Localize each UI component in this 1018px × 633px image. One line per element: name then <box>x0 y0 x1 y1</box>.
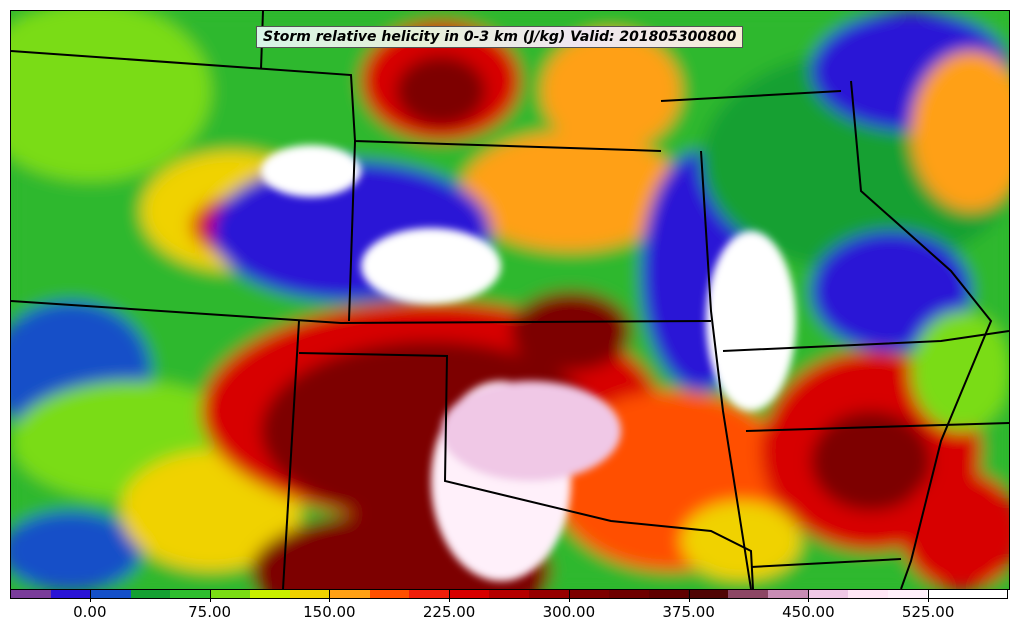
colorbar-segment <box>927 590 968 598</box>
colorbar-segment <box>449 590 490 598</box>
colorbar-segment <box>688 590 729 598</box>
colorbar-tick <box>568 589 570 602</box>
colorbar-segment <box>210 590 251 598</box>
colorbar <box>10 589 1008 599</box>
colorbar-tick <box>89 589 91 602</box>
colorbar-tick-label: 150.00 <box>303 603 356 621</box>
colorbar-segment <box>489 590 529 598</box>
colorbar-tick-label: 75.00 <box>188 603 232 621</box>
colorbar-segment <box>329 590 370 598</box>
colorbar-tick <box>329 589 331 602</box>
colorbar-tick-label: 225.00 <box>422 603 476 621</box>
colorbar-segment <box>528 590 569 598</box>
colorbar-tick <box>209 589 211 602</box>
colorbar-segment <box>807 590 848 598</box>
colorbar-tick <box>688 589 690 602</box>
colorbar-segment <box>369 590 410 598</box>
map-title: Storm relative helicity in 0-3 km (J/kg)… <box>256 26 744 48</box>
colorbar-segment <box>11 590 51 598</box>
state-boundaries <box>11 11 1009 589</box>
colorbar-segment <box>130 590 171 598</box>
colorbar-tick-label: 300.00 <box>542 603 596 621</box>
colorbar-segment <box>847 590 888 598</box>
helicity-maxima <box>261 145 796 581</box>
colorbar-segment <box>50 590 91 598</box>
colorbar-tick-label: 375.00 <box>662 603 715 621</box>
colorbar-segment <box>250 590 290 598</box>
colorbar-segment <box>568 590 609 598</box>
colorbar-segment <box>728 590 769 598</box>
colorbar-segment <box>768 590 808 598</box>
colorbar-segment <box>90 590 131 598</box>
colorbar-tick <box>449 589 451 602</box>
colorbar-segment <box>409 590 450 598</box>
colorbar-tick <box>928 589 930 602</box>
colorbar-tick <box>808 589 810 602</box>
colorbar-tick-label: 450.00 <box>782 603 835 621</box>
helicity-field-map <box>11 11 1009 589</box>
colorbar-segment <box>967 590 1008 598</box>
colorbar-segment <box>170 590 211 598</box>
colorbar-segment <box>648 590 689 598</box>
colorbar-tick-label: 525.00 <box>901 603 955 621</box>
colorbar-segment <box>608 590 649 598</box>
colorbar-segment <box>887 590 928 598</box>
colorbar-tick-label: 0.00 <box>73 603 107 621</box>
colorbar-segment <box>289 590 330 598</box>
colorbar-labels: 0.00 75.00 150.00 225.00 300.00 375.00 450.00 5… <box>10 603 1008 625</box>
map-panel: Storm relative helicity in 0-3 km (J/kg)… <box>10 10 1010 590</box>
